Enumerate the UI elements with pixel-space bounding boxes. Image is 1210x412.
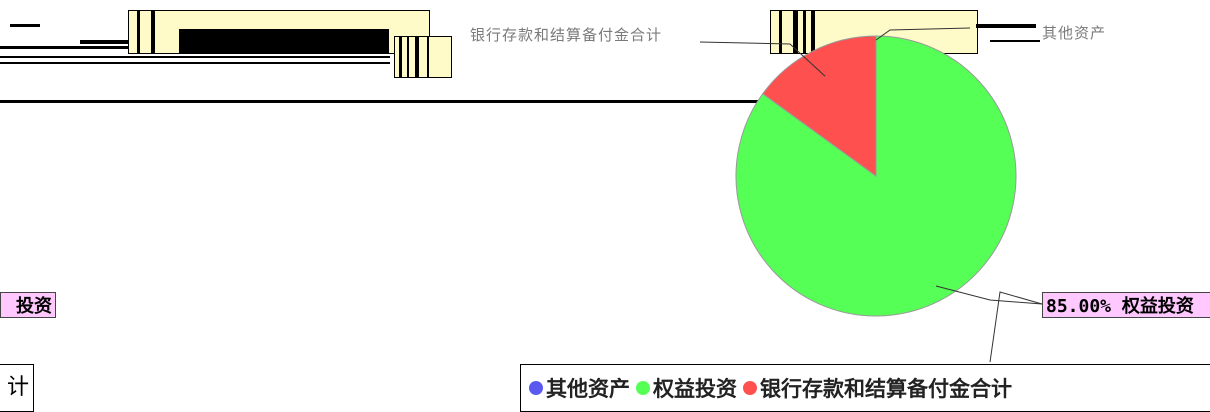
artifact-label-box-other	[770, 10, 978, 54]
legend-label-equity: 权益投资	[653, 377, 737, 401]
legend-item-equity: 权益投资	[636, 373, 737, 403]
leader-line-other	[875, 27, 971, 41]
legend-marker-bank	[743, 381, 757, 395]
equity-slice-label: 85.00% 权益投资	[1042, 292, 1210, 318]
legend-item-bank: 银行存款和结算备付金合计	[743, 373, 1012, 403]
artifact-rule-4	[0, 100, 760, 103]
artifact-label-strip-bank	[394, 36, 452, 78]
leader-line-equity	[989, 291, 1043, 363]
legend-marker-other	[529, 381, 543, 395]
leader-line-bank	[699, 41, 826, 77]
artifact-rule-2	[0, 56, 390, 58]
bank-top-label-fragment: 银行存款和结算备付金合计	[470, 26, 663, 44]
pie-leader-lines	[699, 27, 1043, 363]
artifact-rule-3	[0, 62, 390, 64]
legend: 其他资产 权益投资 银行存款和结算备付金合计	[520, 364, 1210, 412]
bank-left-label-fragment: 计	[0, 364, 34, 412]
legend-label-bank: 银行存款和结算备付金合计	[760, 377, 1012, 401]
pie-slice-2	[762, 35, 877, 177]
legend-marker-equity	[636, 381, 650, 395]
artifact-rule-7	[976, 24, 1036, 28]
other-top-label-fragment: 其他资产	[1042, 24, 1107, 42]
leader-line-equity-edge	[935, 285, 1043, 305]
pie-slices	[735, 35, 1017, 317]
artifact-rule-8	[990, 40, 1040, 42]
equity-left-label-fragment: 投资	[0, 292, 56, 318]
legend-label-other: 其他资产	[546, 377, 630, 401]
artifact-rule-6	[10, 24, 40, 27]
pie-slice-1	[735, 35, 1017, 317]
artifact-rule-5	[80, 40, 140, 44]
legend-item-other: 其他资产	[529, 373, 630, 403]
artifact-label-box-bank	[128, 10, 430, 54]
